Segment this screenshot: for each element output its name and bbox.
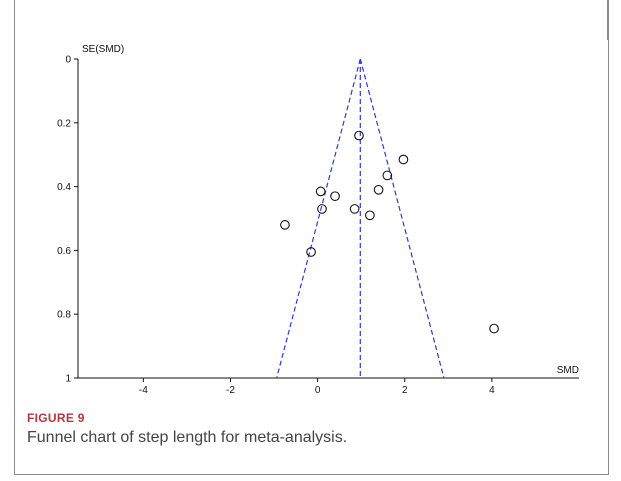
funnel-left-line [276, 58, 361, 379]
funnel-lines [276, 58, 445, 379]
funnel-chart: 0 0.2 0.4 0.6 0.8 1 -4 -2 0 2 4 SE(SMD) SMD [57, 44, 579, 396]
frame-top-edge [607, 0, 608, 40]
y-tick-label: 0.2 [57, 118, 71, 129]
study-point [315, 186, 326, 197]
axis-labels: SE(SMD) SMD [82, 44, 579, 376]
y-tick-label: 1 [65, 374, 71, 385]
study-point [306, 247, 316, 257]
study-point [317, 204, 327, 214]
x-tick-label: -2 [226, 385, 235, 396]
x-tick-label: 0 [315, 385, 321, 396]
study-point [489, 323, 499, 334]
figure-frame [14, 0, 609, 475]
study-point [373, 184, 384, 195]
figure-caption: Funnel chart of step length for meta-ana… [27, 429, 348, 446]
x-tick-label: -4 [139, 385, 148, 396]
x-tick-label: 4 [489, 385, 495, 396]
study-point [398, 154, 409, 165]
funnel-right-line [359, 58, 445, 379]
study-point [330, 191, 340, 202]
study-point [349, 204, 360, 214]
chart-axes: 0 0.2 0.4 0.6 0.8 1 -4 -2 0 2 4 [57, 55, 579, 396]
x-tick-label: 2 [402, 385, 408, 396]
y-tick-label: 0.4 [57, 182, 71, 193]
y-tick-label: 0 [65, 55, 71, 66]
study-points [280, 130, 499, 334]
study-point [354, 130, 364, 141]
study-point [382, 170, 393, 181]
study-point [280, 220, 290, 230]
y-tick-label: 0.8 [57, 310, 71, 321]
y-tick-label: 0.6 [57, 246, 71, 257]
study-point [365, 210, 375, 221]
x-axis-label: SMD [557, 365, 579, 376]
figure-label: FIGURE 9 [27, 411, 85, 425]
y-axis-label: SE(SMD) [82, 44, 124, 55]
